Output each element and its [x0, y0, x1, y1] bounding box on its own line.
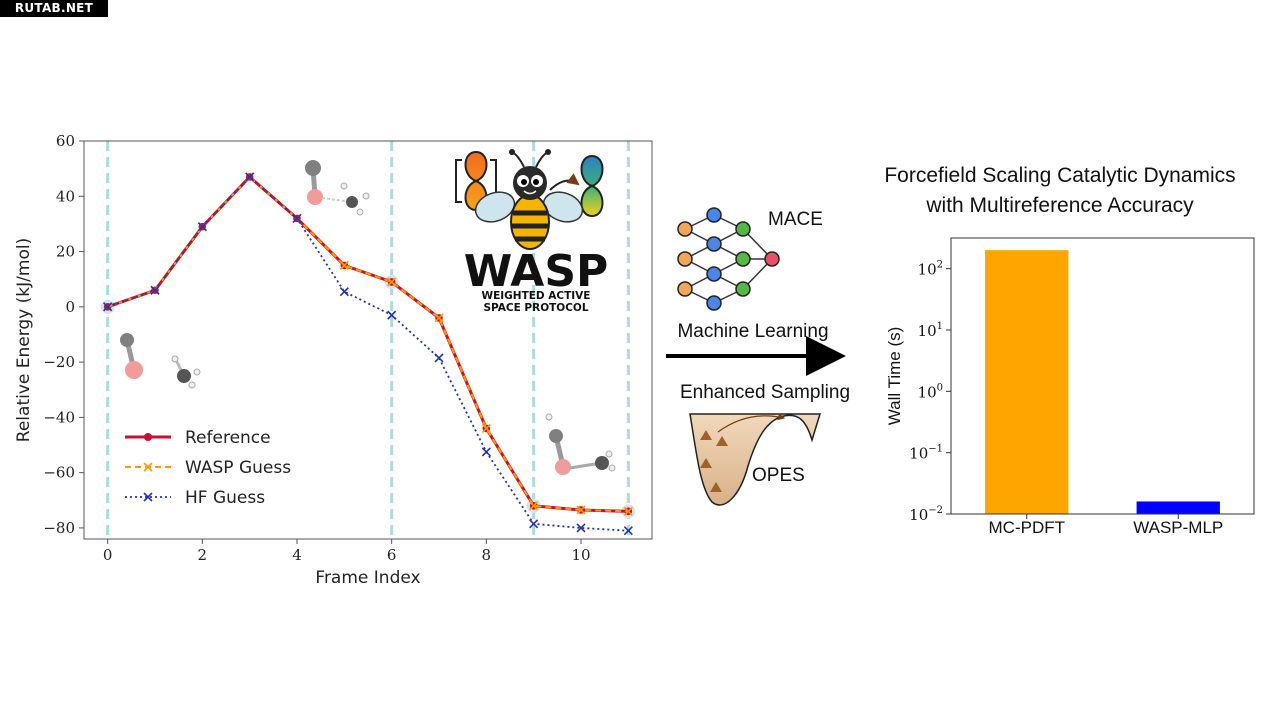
data-point — [150, 285, 160, 295]
right-title-line2: with Multireference Accuracy — [925, 194, 1194, 217]
legend-label: WASP Guess — [185, 458, 291, 478]
watermark: RUTAB.NET — [0, 0, 108, 17]
x-tick-label: 2 — [198, 546, 208, 564]
x-tick-label: 4 — [292, 546, 302, 564]
y-tick-label: 20 — [56, 243, 75, 261]
legend-label: HF Guess — [185, 488, 265, 508]
y-tick-label: 60 — [56, 132, 75, 150]
y-tick-label: −80 — [43, 519, 75, 537]
sampling-label: Enhanced Sampling — [680, 382, 850, 403]
y-tick-label: −20 — [43, 353, 75, 371]
logo-subtitle-line2: SPACE PROTOCOL — [483, 302, 588, 314]
logo-title: WASP — [464, 246, 609, 297]
series-line-wasp-guess — [107, 175, 629, 513]
bar-wasp-mlp — [1136, 501, 1220, 514]
x-axis-label: Frame Index — [315, 568, 420, 588]
x-tick-label: 8 — [482, 546, 492, 564]
legend-marker — [143, 492, 153, 502]
x-tick-label: 10 — [571, 546, 590, 564]
series-line-hf-guess — [107, 175, 629, 532]
x-ticks: 0 2 4 6 8 10 — [103, 539, 591, 564]
y-tick-label: −40 — [43, 408, 75, 426]
data-point — [434, 313, 444, 323]
y-tick-label: 40 — [56, 187, 75, 205]
plot-frame — [83, 140, 653, 540]
data-point — [387, 310, 397, 320]
data-point — [197, 222, 207, 232]
wasp-logo: WASP WEIGHTED ACTIVE SPACE PROTOCOL — [455, 149, 609, 314]
bar-mc-pdft — [985, 250, 1069, 514]
bar-y-tick-label: 100 — [918, 382, 943, 401]
data-point — [339, 287, 349, 297]
data-point — [623, 526, 633, 536]
x-tick-label: 6 — [387, 546, 397, 564]
legend-marker — [143, 462, 153, 472]
data-point — [623, 506, 633, 516]
data-point — [481, 423, 491, 434]
x-tick-label: 0 — [103, 546, 113, 564]
bar-y-tick-label: 102 — [918, 260, 943, 279]
data-point — [339, 260, 349, 270]
energy-well-icon — [689, 413, 822, 506]
data-point — [481, 447, 491, 457]
y-ticks: 60 40 20 0 −20 −40 −60 −80 — [43, 132, 84, 537]
legend: Reference WASP Guess HF Guess — [125, 428, 291, 508]
bar-y-tick-label: 10−1 — [909, 444, 943, 463]
bar-y-tick-label: 101 — [918, 321, 943, 340]
walltime-bar-chart: 102 101 100 10−1 10−2 MC-PDFT WASP-MLP Wall T… — [885, 237, 1255, 537]
data-point — [576, 505, 586, 515]
right-title-line1: Forcefield Scaling Catalytic Dynamics — [884, 164, 1235, 187]
data-point — [529, 519, 539, 529]
bar-y-axis-label: Wall Time (s) — [885, 327, 904, 426]
legend-label: Reference — [185, 428, 271, 448]
bar-category-label: WASP-MLP — [1133, 518, 1223, 537]
bars-group — [985, 250, 1220, 514]
molecule-end-icon — [545, 413, 616, 475]
data-point — [576, 523, 586, 533]
ml-label: Machine Learning — [677, 321, 828, 342]
opes-label: OPES — [752, 465, 805, 486]
orbital-right-icon — [580, 154, 604, 218]
data-point — [529, 501, 539, 511]
bar-plot-frame — [950, 237, 1255, 515]
legend-marker — [144, 433, 152, 441]
bar-y-tick-label: 10−2 — [909, 505, 943, 524]
data-point — [245, 172, 255, 182]
molecule-illustrations — [120, 160, 616, 475]
molecule-transition-icon — [305, 160, 370, 216]
bee-icon — [474, 149, 584, 250]
data-point — [292, 213, 302, 223]
molecule-start-icon — [120, 333, 201, 389]
mace-label: MACE — [768, 209, 823, 230]
data-point — [103, 302, 113, 312]
y-tick-label: 0 — [65, 298, 75, 316]
bar-x-ticks: MC-PDFT WASP-MLP — [989, 514, 1223, 537]
logo-subtitle-line1: WEIGHTED ACTIVE — [482, 290, 591, 302]
series-group — [103, 172, 633, 536]
y-tick-label: −60 — [43, 464, 75, 482]
bar-y-ticks: 102 101 100 10−1 10−2 — [909, 260, 951, 524]
y-axis-label: Relative Energy (kJ/mol) — [14, 238, 34, 442]
bar-category-label: MC-PDFT — [989, 518, 1065, 537]
data-point — [434, 353, 444, 363]
data-point — [387, 277, 397, 287]
neural-network-icon — [677, 207, 780, 311]
